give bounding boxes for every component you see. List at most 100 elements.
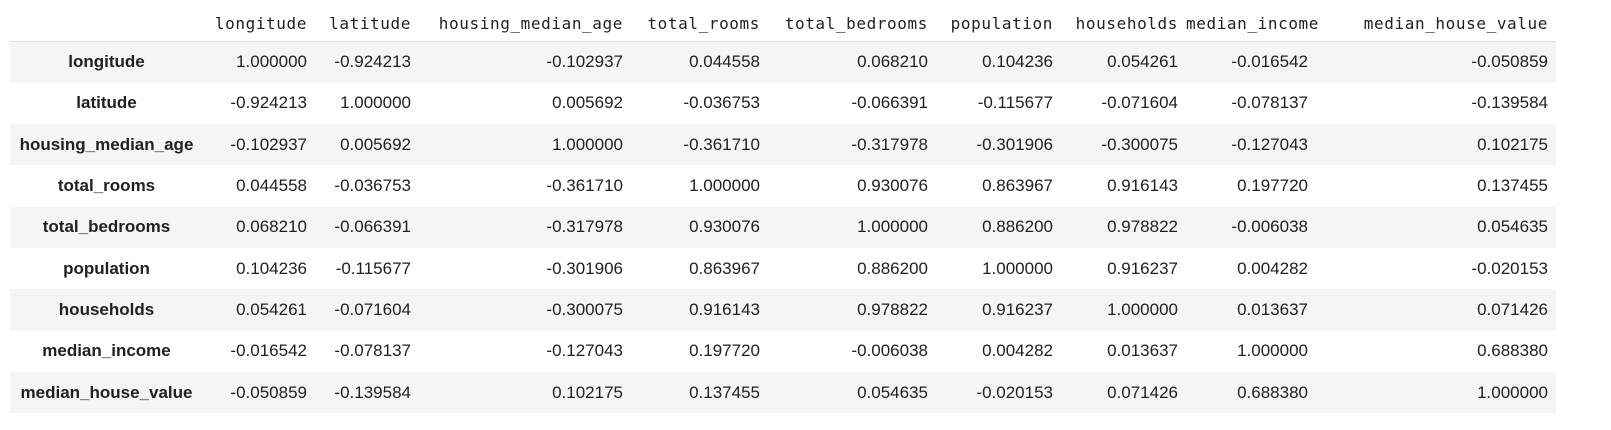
table-cell: 0.916237	[1107, 258, 1178, 278]
table-cell: -0.300075	[546, 299, 623, 319]
table-cell: -0.020153	[976, 382, 1053, 402]
row-label: total_bedrooms	[42, 217, 171, 237]
table-cell: 0.104236	[236, 258, 307, 278]
table-row: households 0.054261 -0.071604 -0.300075 0.91…	[10, 289, 1556, 331]
column-header-households: households	[1061, 5, 1186, 42]
table-cell: 1.000000	[689, 176, 760, 196]
table-cell: 0.104236	[982, 52, 1053, 72]
table-cell: -0.006038	[1231, 217, 1308, 237]
table-cell: 1.000000	[340, 93, 411, 113]
table-cell: 0.044558	[236, 176, 307, 196]
header-row: longitude latitude housing_median_age total…	[10, 5, 1556, 42]
table-cell: 0.068210	[857, 52, 928, 72]
table-cell: 1.000000	[982, 258, 1053, 278]
table-cell: -0.036753	[334, 176, 411, 196]
table-cell: 0.886200	[982, 217, 1053, 237]
table-cell: -0.066391	[851, 93, 928, 113]
column-header-longitude: longitude	[203, 5, 315, 42]
table-cell: 0.004282	[1237, 258, 1308, 278]
table-cell: -0.006038	[851, 341, 928, 361]
table-cell: -0.066391	[334, 217, 411, 237]
table-cell: -0.071604	[334, 299, 411, 319]
table-cell: 0.071426	[1107, 382, 1178, 402]
table-cell: 0.886200	[857, 258, 928, 278]
table-header: longitude latitude housing_median_age total…	[10, 5, 1556, 42]
table-row: total_bedrooms 0.068210 -0.066391 -0.317978…	[10, 206, 1556, 248]
table-cell: -0.924213	[230, 93, 307, 113]
table-cell: -0.050859	[230, 382, 307, 402]
row-label: population	[63, 258, 150, 278]
table-cell: 1.000000	[1477, 382, 1548, 402]
column-header-housing-median-age: housing_median_age	[419, 5, 631, 42]
table-cell: -0.020153	[1471, 258, 1548, 278]
row-label: longitude	[68, 52, 145, 72]
table-cell: 0.863967	[689, 258, 760, 278]
table-cell: 0.930076	[857, 176, 928, 196]
table-cell: 0.916143	[1107, 176, 1178, 196]
table-cell: 0.013637	[1237, 299, 1308, 319]
table-cell: 0.054635	[1477, 217, 1548, 237]
row-label: households	[58, 299, 155, 319]
correlation-table: longitude latitude housing_median_age total…	[10, 5, 1556, 414]
table-cell: -0.078137	[334, 341, 411, 361]
table-cell: -0.361710	[546, 176, 623, 196]
table-cell: -0.102937	[230, 134, 307, 154]
table-cell: 0.137455	[1477, 176, 1548, 196]
table-cell: 1.000000	[236, 52, 307, 72]
table-cell: -0.115677	[335, 258, 411, 278]
table-cell: -0.078137	[1231, 93, 1308, 113]
table-cell: 0.863967	[982, 176, 1053, 196]
column-header-total-rooms: total_rooms	[631, 5, 768, 42]
table-cell: -0.301906	[976, 134, 1053, 154]
table-cell: 0.916143	[689, 299, 760, 319]
column-header-total-bedrooms: total_bedrooms	[768, 5, 936, 42]
table-cell: -0.050859	[1471, 52, 1548, 72]
table-cell: 0.071426	[1477, 299, 1548, 319]
table-cell: -0.361710	[683, 134, 760, 154]
table-row: longitude 1.000000 -0.924213 -0.102937 0.044…	[10, 41, 1556, 83]
correlation-table-container: longitude latitude housing_median_age total…	[10, 5, 1556, 414]
table-cell: -0.300075	[1101, 134, 1178, 154]
table-cell: -0.016542	[230, 341, 307, 361]
table-cell: -0.317978	[851, 134, 928, 154]
row-label: median_house_value	[20, 382, 193, 402]
table-cell: 0.044558	[689, 52, 760, 72]
table-cell: 0.102175	[1477, 134, 1548, 154]
table-body: longitude 1.000000 -0.924213 -0.102937 0.044…	[10, 41, 1556, 414]
row-label: housing_median_age	[19, 134, 194, 154]
table-cell: -0.102937	[546, 52, 623, 72]
table-row: latitude -0.924213 1.000000 0.005692 -0.0367…	[10, 83, 1556, 124]
table-cell: 0.004282	[982, 341, 1053, 361]
table-cell: -0.139584	[334, 382, 411, 402]
table-cell: 0.978822	[1107, 217, 1178, 237]
table-row: median_house_value -0.050859 -0.139584 0.10…	[10, 371, 1556, 414]
table-cell: 1.000000	[1237, 341, 1308, 361]
table-cell: -0.016542	[1231, 52, 1308, 72]
table-cell: 1.000000	[857, 217, 928, 237]
table-cell: -0.115677	[977, 93, 1053, 113]
table-cell: 0.930076	[689, 217, 760, 237]
column-header-median-house-value: median_house_value	[1316, 5, 1556, 42]
table-cell: 0.688380	[1237, 382, 1308, 402]
table-cell: 0.688380	[1477, 341, 1548, 361]
table-cell: 0.978822	[857, 299, 928, 319]
table-cell: 0.005692	[340, 134, 411, 154]
row-label: latitude	[76, 93, 137, 113]
table-row: population 0.104236 -0.115677 -0.301906 0.86…	[10, 248, 1556, 289]
table-row: median_income -0.016542 -0.078137 -0.127043…	[10, 331, 1556, 372]
table-cell: 0.005692	[552, 93, 623, 113]
table-cell: 0.102175	[552, 382, 623, 402]
table-cell: -0.139584	[1471, 93, 1548, 113]
table-cell: 0.916237	[982, 299, 1053, 319]
column-header-latitude: latitude	[315, 5, 419, 42]
table-cell: -0.317978	[546, 217, 623, 237]
table-cell: 0.054635	[857, 382, 928, 402]
column-header-median-income: median_income	[1186, 5, 1318, 42]
table-cell: -0.127043	[546, 341, 623, 361]
table-cell: 0.197720	[689, 341, 760, 361]
table-cell: 0.054261	[1107, 52, 1178, 72]
table-row: total_rooms 0.044558 -0.036753 -0.361710 1.0…	[10, 165, 1556, 206]
table-cell: 0.197720	[1237, 176, 1308, 196]
table-cell: -0.924213	[334, 52, 411, 72]
table-cell: 0.013637	[1107, 341, 1178, 361]
